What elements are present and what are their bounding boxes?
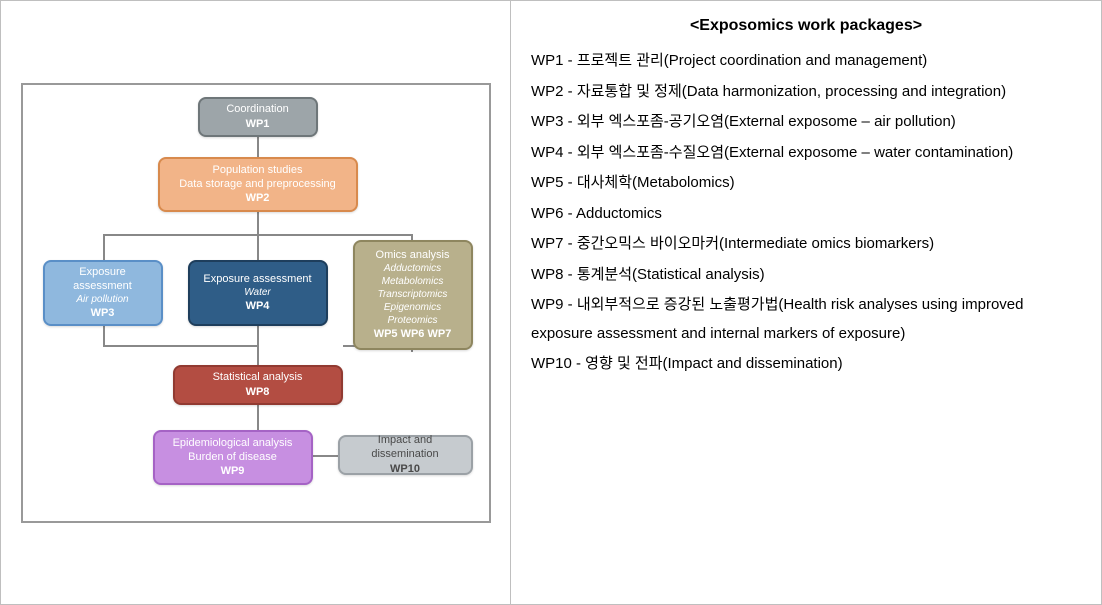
text-pane: <Exposomics work packages> WP1 - 프로젝트 관리…	[511, 1, 1101, 604]
node-wp: WP8	[246, 385, 270, 399]
node-sublabel: Air pollution	[76, 293, 128, 306]
node-wp8: Statistical analysisWP8	[173, 365, 343, 405]
connector	[257, 212, 259, 234]
node-wp4: Exposure assessmentWaterWP4	[188, 260, 328, 326]
connector	[257, 234, 259, 260]
node-sublabel: Transcriptomics	[378, 288, 448, 301]
connector	[411, 350, 413, 352]
node-wp10: Impact and disseminationWP10	[338, 435, 473, 475]
wp-item-4: WP4 - 외부 엑스포좀-수질오염(External exposome – w…	[531, 139, 1081, 168]
wp-item-1: WP1 - 프로젝트 관리(Project coordination and m…	[531, 47, 1081, 76]
diagram-frame: CoordinationWP1 Population studiesData st…	[21, 83, 491, 523]
node-wp1: CoordinationWP1	[198, 97, 318, 137]
wp-item-10: WP10 - 영향 및 전파(Impact and dissemination)	[531, 350, 1081, 379]
wp-list-title: <Exposomics work packages>	[531, 11, 1081, 41]
wp-item-2: WP2 - 자료통합 및 정제(Data harmonization, proc…	[531, 78, 1081, 107]
node-omics: Omics analysisAdductomicsMetabolomicsTra…	[353, 240, 473, 350]
wp-list: WP1 - 프로젝트 관리(Project coordination and m…	[531, 47, 1081, 379]
node-label: Epidemiological analysis	[173, 436, 293, 450]
connector	[257, 137, 259, 157]
node-label: Coordination	[226, 102, 288, 116]
node-wp9: Epidemiological analysisBurden of diseas…	[153, 430, 313, 485]
node-wp: WP2	[246, 191, 270, 205]
wp-item-6: WP6 - Adductomics	[531, 200, 1081, 229]
node-label: Exposure assessment	[49, 265, 157, 294]
node-wp: WP4	[246, 299, 270, 313]
node-wp: WP9	[221, 464, 245, 478]
wp-item-3: WP3 - 외부 엑스포좀-공기오염(External exposome – a…	[531, 108, 1081, 137]
node-wp: WP5 WP6 WP7	[374, 327, 452, 341]
node-sublabel: Proteomics	[387, 314, 437, 327]
connector	[103, 345, 259, 347]
node-sublabel: Water	[244, 286, 271, 299]
node-wp: WP1	[246, 117, 270, 131]
node-wp2: Population studiesData storage and prepr…	[158, 157, 358, 212]
node-label: Data storage and preprocessing	[179, 177, 336, 191]
connector	[313, 455, 338, 457]
node-wp: WP10	[390, 462, 420, 476]
node-label: Impact and dissemination	[344, 433, 467, 462]
connector	[103, 234, 105, 260]
wp-item-8: WP8 - 통계분석(Statistical analysis)	[531, 261, 1081, 290]
node-label: Burden of disease	[188, 450, 277, 464]
node-wp: WP3	[91, 306, 115, 320]
connector	[257, 405, 259, 430]
wp-item-5: WP5 - 대사체학(Metabolomics)	[531, 169, 1081, 198]
node-label: Population studies	[213, 163, 303, 177]
node-sublabel: Epigenomics	[384, 301, 441, 314]
node-label: Omics analysis	[376, 248, 450, 262]
node-label: Exposure assessment	[203, 272, 311, 286]
wp-item-7: WP7 - 중간오믹스 바이오마커(Intermediate omics bio…	[531, 230, 1081, 259]
diagram-pane: CoordinationWP1 Population studiesData st…	[1, 1, 511, 604]
node-sublabel: Adductomics	[384, 262, 441, 275]
node-sublabel: Metabolomics	[382, 275, 444, 288]
node-wp3: Exposure assessmentAir pollutionWP3	[43, 260, 163, 326]
node-label: Statistical analysis	[213, 370, 303, 384]
wp-item-9: WP9 - 내외부적으로 증강된 노출평가법(Health risk analy…	[531, 291, 1081, 348]
connector	[103, 326, 105, 345]
